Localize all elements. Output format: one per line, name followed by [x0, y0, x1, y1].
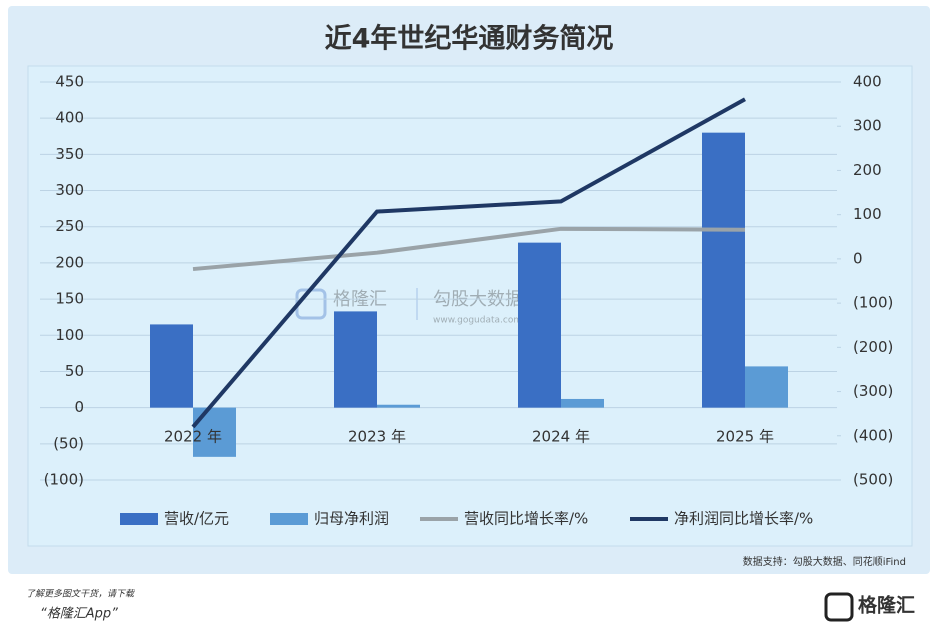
- y-tick-label: 450: [55, 73, 84, 91]
- y-tick-label: (100): [44, 471, 84, 489]
- legend-swatch: [120, 513, 158, 525]
- y-tick-label: 400: [55, 109, 84, 127]
- legend-swatch: [270, 513, 308, 525]
- x-tick-label: 2022 年: [164, 428, 222, 446]
- y-tick-label: 50: [65, 362, 84, 380]
- line: [191, 97, 746, 429]
- y2-tick-label: 100: [853, 205, 882, 223]
- y2-tick-label: 0: [853, 249, 863, 267]
- y-tick-label: 150: [55, 290, 84, 308]
- logo-icon: [824, 592, 854, 622]
- footer-logo: 格隆汇: [858, 594, 915, 617]
- line: [192, 226, 746, 272]
- y-tick-label: 250: [55, 217, 84, 235]
- y-tick-label: 300: [55, 181, 84, 199]
- x-tick-label: 2024 年: [532, 428, 590, 446]
- y2-tick-label: 200: [853, 161, 882, 179]
- y2-tick-label: (300): [853, 382, 893, 400]
- y-tick-label: 100: [55, 326, 84, 344]
- legend-label: 营收同比增长率/%: [464, 510, 588, 528]
- bar: [334, 311, 377, 408]
- plot-panel: [27, 65, 913, 547]
- bar: [377, 404, 420, 408]
- y-tick-label: (50): [53, 434, 84, 452]
- y2-tick-label: (200): [853, 338, 893, 356]
- y2-tick-label: (100): [853, 294, 893, 312]
- legend-label: 营收/亿元: [164, 510, 229, 528]
- y-tick-label: 350: [55, 145, 84, 163]
- bar: [518, 242, 561, 408]
- legend-label: 净利润同比增长率/%: [674, 510, 813, 528]
- y2-tick-label: (500): [853, 471, 893, 489]
- y2-tick-label: (400): [853, 426, 893, 444]
- x-tick-label: 2025 年: [716, 428, 774, 446]
- source: 数据支持：勾股大数据、同花顺iFind: [743, 555, 906, 568]
- y2-tick-label: 300: [853, 117, 882, 135]
- legend-label: 归母净利润: [314, 510, 389, 528]
- bar: [745, 366, 788, 408]
- chart-title: 近4年世纪华通财务简况: [325, 23, 614, 55]
- footer-app: “格隆汇App”: [40, 607, 118, 622]
- watermark-text: www.gogudata.com: [433, 316, 522, 326]
- footer-prompt: 了解更多图文干货，请下载: [26, 589, 135, 600]
- bar: [702, 132, 745, 408]
- x-tick-label: 2023 年: [348, 428, 406, 446]
- y2-tick-label: 400: [853, 73, 882, 91]
- bar: [561, 398, 604, 408]
- bar: [150, 324, 193, 408]
- y-tick-label: 0: [74, 398, 84, 416]
- y-tick-label: 200: [55, 253, 84, 271]
